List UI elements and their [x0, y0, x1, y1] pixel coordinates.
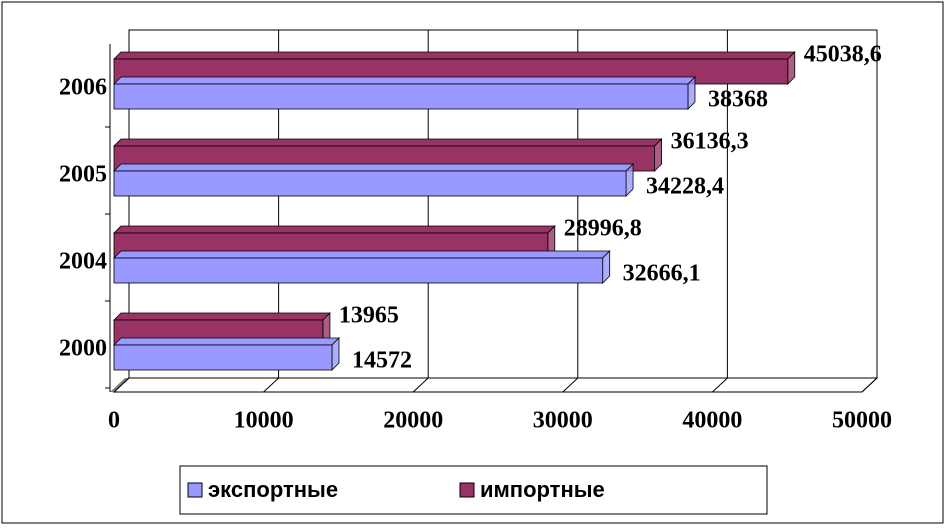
legend-swatch	[187, 482, 203, 498]
grid-line	[712, 377, 728, 393]
value-label: 13965	[339, 303, 399, 329]
grid-line	[562, 377, 579, 393]
value-label: 32666,1	[623, 261, 701, 287]
x-tick-label: 40000	[682, 408, 742, 434]
value-label: 45038,6	[804, 42, 882, 68]
bar-top	[113, 138, 663, 147]
value-label: 34228,4	[646, 174, 724, 200]
grid-line	[861, 377, 878, 393]
x-tick-label: 10000	[234, 408, 294, 434]
x-tick-label: 30000	[533, 408, 593, 434]
value-label: 36136,3	[671, 129, 749, 155]
y-tick-label: 2005	[59, 162, 107, 188]
bar	[113, 344, 333, 371]
legend-label: экспортные	[208, 477, 338, 502]
floor-corner	[110, 378, 129, 392]
value-label: 14572	[352, 348, 412, 374]
legend-label: импортные	[480, 477, 605, 502]
bar	[113, 170, 627, 197]
bar-top	[113, 250, 611, 259]
grid-line	[113, 377, 130, 393]
grid-line	[412, 377, 429, 393]
legend-swatch	[459, 482, 475, 498]
bar-top	[113, 337, 340, 346]
bar-top	[113, 163, 635, 172]
value-label: 28996,8	[564, 216, 642, 242]
bar-top	[113, 51, 796, 60]
value-label: 38368	[708, 87, 768, 113]
bar-top	[113, 312, 331, 321]
x-tick-label: 20000	[383, 408, 443, 434]
y-tick-label: 2000	[59, 336, 107, 362]
y-tick-label: 2006	[59, 75, 107, 101]
bar-top	[113, 76, 696, 85]
x-tick-label: 0	[108, 408, 120, 434]
x-tick-label: 50000	[832, 408, 892, 434]
bar	[113, 257, 604, 284]
bar-top	[113, 225, 556, 234]
floor	[112, 377, 879, 393]
bar	[113, 83, 689, 110]
y-tick-label: 2004	[59, 249, 107, 275]
grid-line	[263, 377, 279, 393]
